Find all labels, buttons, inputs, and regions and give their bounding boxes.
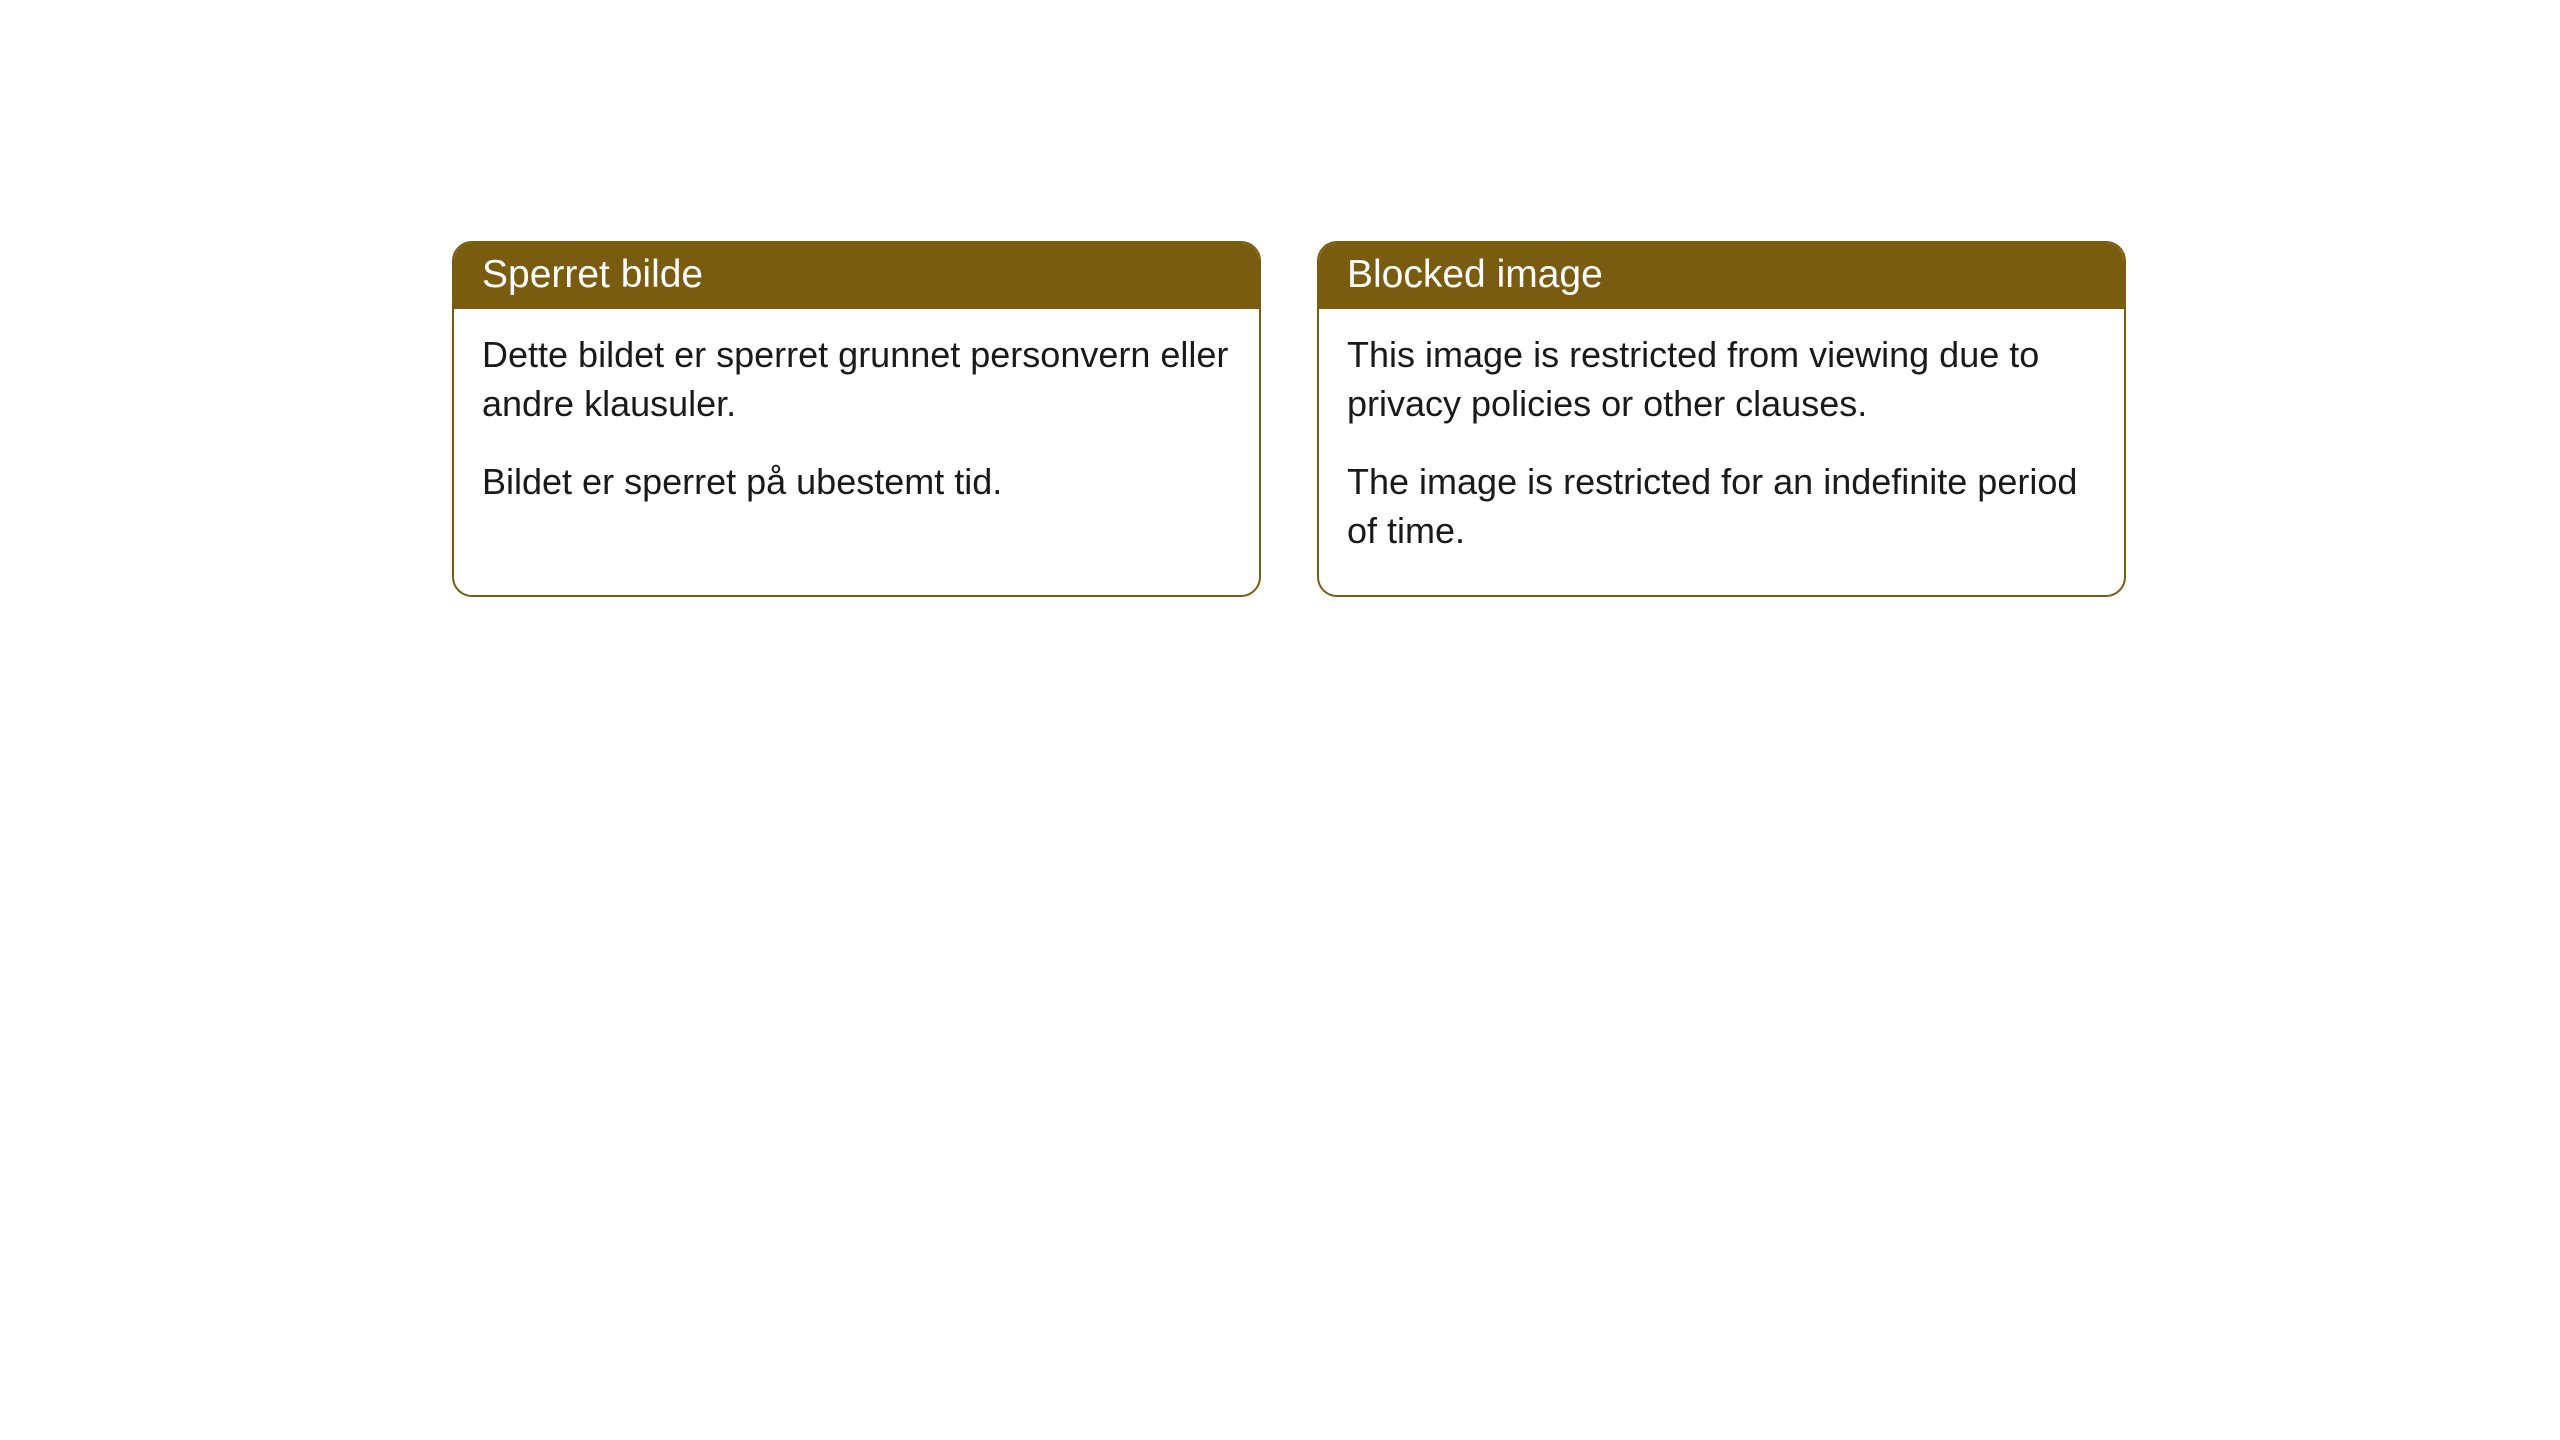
card-header-norwegian: Sperret bilde [454,243,1259,309]
blocked-image-card-english: Blocked image This image is restricted f… [1317,241,2126,597]
card-body-english: This image is restricted from viewing du… [1319,309,2124,595]
card-paragraph-2-english: The image is restricted for an indefinit… [1347,458,2096,555]
card-header-english: Blocked image [1319,243,2124,309]
card-paragraph-1-norwegian: Dette bildet er sperret grunnet personve… [482,331,1231,428]
blocked-image-card-norwegian: Sperret bilde Dette bildet er sperret gr… [452,241,1261,597]
cards-container: Sperret bilde Dette bildet er sperret gr… [0,0,2560,597]
card-body-norwegian: Dette bildet er sperret grunnet personve… [454,309,1259,547]
card-paragraph-2-norwegian: Bildet er sperret på ubestemt tid. [482,458,1231,507]
card-paragraph-1-english: This image is restricted from viewing du… [1347,331,2096,428]
